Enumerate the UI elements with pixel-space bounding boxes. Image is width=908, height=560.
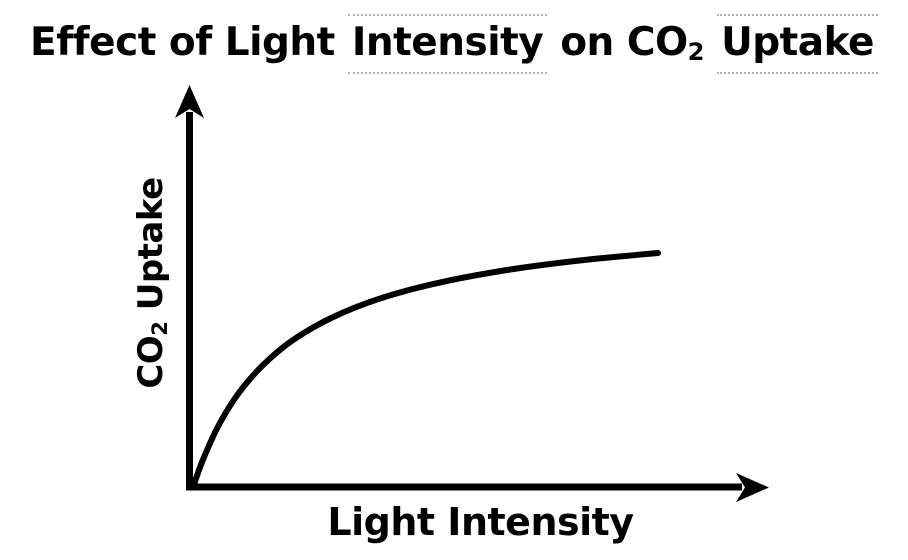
y-axis-label-prefix: CO: [131, 335, 171, 389]
y-axis-arrow-icon: [175, 85, 204, 118]
chart-title: Effect of Light Intensity on CO2 Uptake: [0, 14, 908, 74]
co2-subscript-y: 2: [146, 321, 172, 336]
title-text-lead: Effect of Light: [30, 20, 348, 65]
y-axis-label: CO2 Uptake: [131, 128, 172, 438]
y-axis-label-suffix: Uptake: [131, 177, 171, 322]
x-axis-arrow-icon: [736, 473, 769, 502]
co2-subscript: 2: [687, 38, 705, 67]
uptake-curve: [190, 250, 661, 490]
title-word-uptake: Uptake: [717, 14, 878, 74]
title-word-intensity: Intensity: [347, 14, 548, 74]
title-text-mid: on CO: [547, 20, 688, 65]
x-axis-label: Light Intensity: [327, 500, 634, 544]
